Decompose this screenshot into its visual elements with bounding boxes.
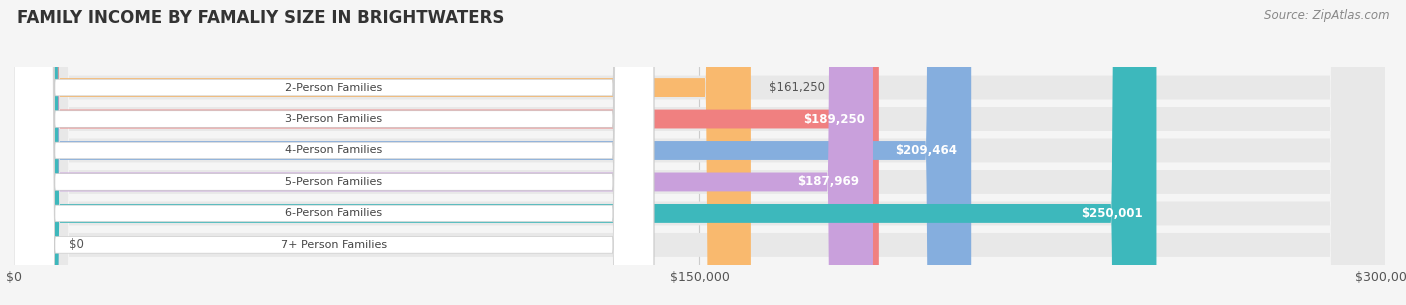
FancyBboxPatch shape	[14, 0, 1385, 305]
Text: Source: ZipAtlas.com: Source: ZipAtlas.com	[1264, 9, 1389, 22]
Text: $250,001: $250,001	[1081, 207, 1143, 220]
Text: 3-Person Families: 3-Person Families	[285, 114, 382, 124]
FancyBboxPatch shape	[14, 0, 1385, 305]
FancyBboxPatch shape	[14, 0, 654, 305]
FancyBboxPatch shape	[14, 0, 654, 305]
FancyBboxPatch shape	[14, 0, 654, 305]
FancyBboxPatch shape	[14, 0, 654, 305]
FancyBboxPatch shape	[14, 0, 654, 305]
Text: $187,969: $187,969	[797, 175, 859, 188]
FancyBboxPatch shape	[14, 0, 1385, 305]
Text: $0: $0	[69, 239, 84, 251]
FancyBboxPatch shape	[14, 0, 972, 305]
Text: $209,464: $209,464	[896, 144, 957, 157]
Text: 6-Person Families: 6-Person Families	[285, 208, 382, 218]
Text: 5-Person Families: 5-Person Families	[285, 177, 382, 187]
FancyBboxPatch shape	[14, 0, 1385, 305]
FancyBboxPatch shape	[14, 0, 873, 305]
Text: $161,250: $161,250	[769, 81, 825, 94]
FancyBboxPatch shape	[14, 0, 654, 305]
Text: 4-Person Families: 4-Person Families	[285, 145, 382, 156]
FancyBboxPatch shape	[14, 0, 51, 305]
Text: $189,250: $189,250	[803, 113, 865, 126]
FancyBboxPatch shape	[14, 0, 1385, 305]
FancyBboxPatch shape	[14, 0, 879, 305]
Text: 7+ Person Families: 7+ Person Families	[281, 240, 387, 250]
FancyBboxPatch shape	[14, 0, 1385, 305]
Text: FAMILY INCOME BY FAMALIY SIZE IN BRIGHTWATERS: FAMILY INCOME BY FAMALIY SIZE IN BRIGHTW…	[17, 9, 505, 27]
Text: 2-Person Families: 2-Person Families	[285, 83, 382, 92]
FancyBboxPatch shape	[14, 0, 1157, 305]
FancyBboxPatch shape	[14, 0, 751, 305]
